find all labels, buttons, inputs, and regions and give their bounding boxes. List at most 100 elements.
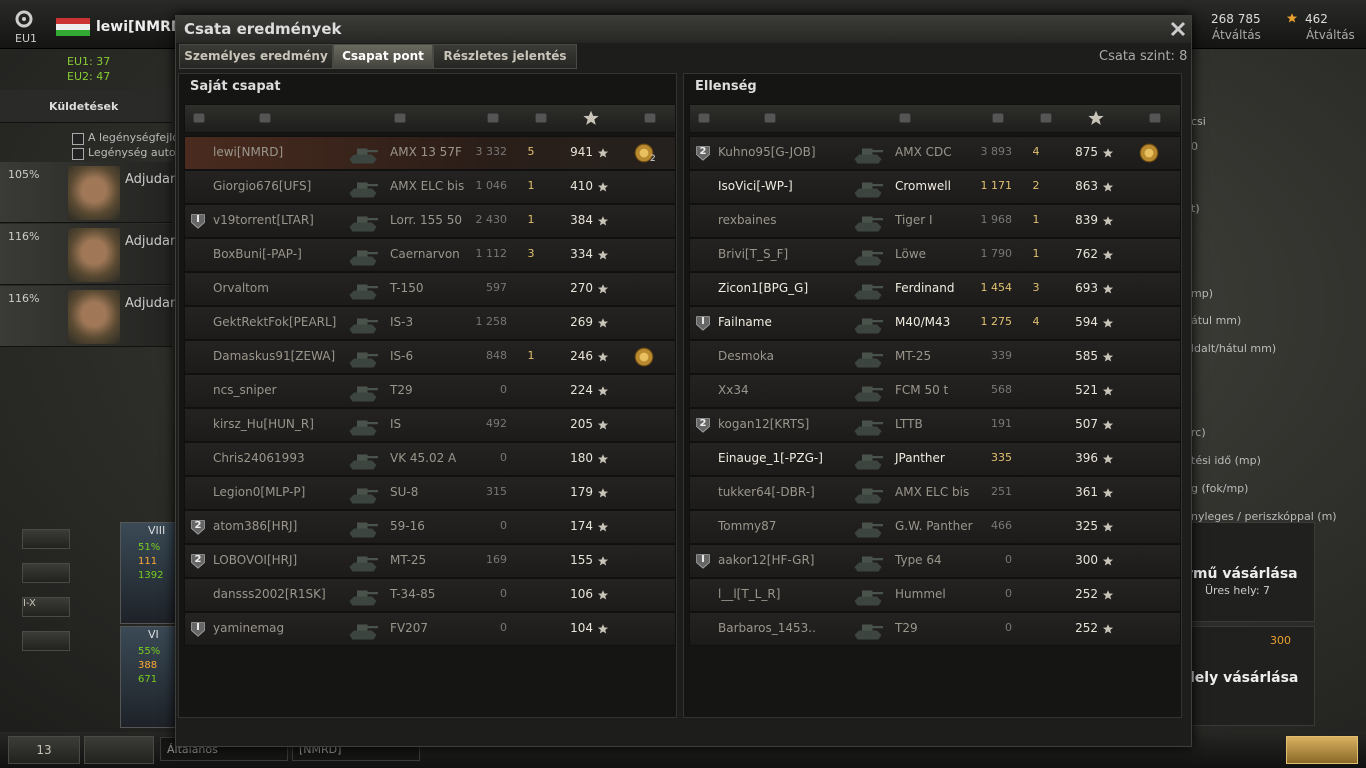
- player-row: BoxBuni[-PAP-] Caernarvon 1 112 3 334: [184, 238, 676, 272]
- column-icon-badge: [694, 109, 714, 127]
- window-title: Csata eredmények: [184, 20, 342, 38]
- vehicle-stat: 1392: [138, 570, 164, 581]
- buy-vehicle-panel[interactable]: [1191, 522, 1315, 622]
- experience: 594: [1075, 315, 1098, 329]
- filter-dropdown[interactable]: [22, 631, 70, 651]
- buy-vehicle: rmű vásárlása: [1186, 566, 1298, 582]
- damage: 1 454: [980, 281, 1013, 294]
- crew-rank: Adjudan: [125, 234, 179, 249]
- missions-button[interactable]: [0, 90, 172, 123]
- icon-svg: [349, 488, 378, 504]
- tab[interactable]: Csapat pont: [333, 44, 433, 69]
- tank-name: Tiger I: [895, 213, 933, 227]
- filter-dropdown[interactable]: I-X: [22, 597, 70, 617]
- experience-icon: [597, 249, 609, 261]
- column-icon-medals: [1145, 109, 1165, 127]
- kills: 5: [527, 145, 535, 158]
- icon-svg: [535, 113, 547, 123]
- icon-svg: [1286, 13, 1298, 23]
- experience: 384: [570, 213, 593, 227]
- kills: 2: [1032, 179, 1040, 192]
- tank-name: FV207: [390, 621, 429, 635]
- icon-svg: [349, 420, 378, 436]
- tank-icon: [335, 342, 391, 372]
- experience: 693: [1075, 281, 1098, 295]
- tank-name: M40/M43: [895, 315, 951, 329]
- damage: 1 171: [980, 179, 1013, 192]
- tank-icon: [335, 580, 391, 610]
- vehicle-stat: 55%: [138, 646, 161, 657]
- tank-icon: [335, 206, 391, 236]
- experience: 762: [1075, 247, 1098, 261]
- icon-svg: [349, 624, 378, 640]
- player-name: Orvaltom: [213, 281, 269, 295]
- experience-icon: [1102, 623, 1114, 635]
- icon-svg: [259, 113, 271, 123]
- icon-svg: [597, 590, 609, 600]
- friends-button[interactable]: 13: [8, 736, 80, 764]
- player-name: kirsz_Hu[HUN_R]: [213, 417, 314, 431]
- icon-svg: [696, 146, 710, 161]
- experience-icon: [597, 521, 609, 533]
- free-slots: Üres hely: 7: [1205, 584, 1271, 597]
- experience-icon: [597, 589, 609, 601]
- icon-svg: [854, 318, 883, 334]
- vehicle-card[interactable]: [120, 522, 177, 624]
- buy-slot: lely vásárlása: [1190, 670, 1299, 686]
- filter-dropdown[interactable]: [22, 529, 70, 549]
- player-name: aakor12[HF-GR]: [718, 553, 815, 567]
- player-row: Desmoka MT-25 339 585: [689, 340, 1181, 374]
- experience: 270: [570, 281, 593, 295]
- tank-name: G.W. Panther: [895, 519, 973, 533]
- icon-svg: [854, 352, 883, 368]
- rank-badge: [695, 552, 711, 570]
- icon-svg: [597, 352, 609, 362]
- close-button[interactable]: [1169, 18, 1187, 38]
- crew-option: A legénységfejlő: [88, 131, 180, 144]
- tank-name: Löwe: [895, 247, 927, 261]
- experience: 361: [1075, 485, 1098, 499]
- crew-percent: 105%: [8, 168, 40, 181]
- experience-icon: [597, 317, 609, 329]
- icon-svg: [854, 420, 883, 436]
- icon-svg: [597, 420, 609, 430]
- filter-dropdown[interactable]: [22, 563, 70, 583]
- medal-count: 2: [650, 154, 656, 164]
- tab[interactable]: Részletes jelentés: [433, 44, 577, 69]
- damage: 0: [1005, 553, 1012, 566]
- player-name: yaminemag: [213, 621, 285, 635]
- damage: 492: [486, 417, 507, 430]
- vehicle-card[interactable]: [120, 626, 177, 728]
- experience: 252: [1075, 621, 1098, 635]
- vehicle-tier: VIII: [148, 524, 166, 537]
- notification-button[interactable]: [1286, 736, 1358, 764]
- icon-svg: [349, 556, 378, 572]
- credits-exchange[interactable]: Átváltás: [1212, 28, 1261, 42]
- icon-svg: [1139, 143, 1159, 163]
- player-name: dansss2002[R1SK]: [213, 587, 326, 601]
- damage: 169: [486, 553, 507, 566]
- column-icon-vehicle: [880, 109, 930, 127]
- player-name: ncs_sniper: [213, 383, 277, 397]
- experience: 155: [570, 553, 593, 567]
- player-name: GektRektFok[PEARL]: [213, 315, 337, 329]
- column-icon-kills: [1036, 109, 1056, 127]
- tank-icon: [335, 376, 391, 406]
- buy-slot-panel[interactable]: [1191, 626, 1315, 726]
- chat-button[interactable]: [84, 736, 154, 764]
- experience-icon: [1102, 487, 1114, 499]
- tank-icon: [840, 444, 896, 474]
- icon-svg: [15, 10, 33, 28]
- tank-icon: [335, 138, 391, 168]
- kills: 1: [527, 179, 535, 192]
- column-icon-experience: [581, 109, 601, 127]
- gold-exchange[interactable]: Átváltás: [1306, 28, 1355, 42]
- experience: 106: [570, 587, 593, 601]
- icon-svg: [1102, 488, 1114, 498]
- tab[interactable]: Személyes eredmény: [179, 44, 333, 69]
- tank-icon: [335, 614, 391, 644]
- player-name: Tommy87: [718, 519, 777, 533]
- kills: 1: [1032, 213, 1040, 226]
